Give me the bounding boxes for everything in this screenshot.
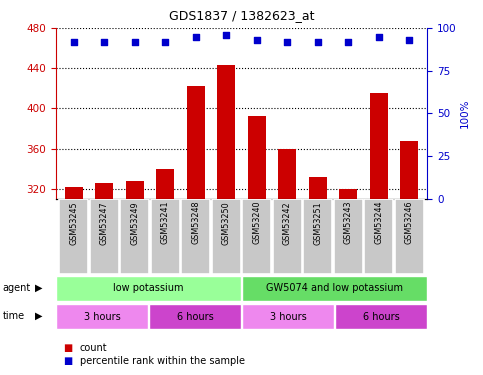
Text: ▶: ▶ — [35, 311, 43, 321]
Bar — [369, 93, 388, 199]
Bar — [95, 183, 114, 199]
Bar — [65, 187, 83, 199]
Text: 6 hours: 6 hours — [177, 312, 213, 321]
Text: low potassium: low potassium — [114, 284, 184, 293]
FancyBboxPatch shape — [149, 304, 241, 329]
Text: GSM53250: GSM53250 — [222, 201, 231, 244]
Bar — [309, 177, 327, 199]
Bar — [156, 169, 174, 199]
Point — [131, 39, 139, 45]
Point — [161, 39, 169, 45]
FancyBboxPatch shape — [335, 304, 427, 329]
Text: ■: ■ — [63, 356, 72, 366]
FancyBboxPatch shape — [56, 304, 148, 329]
Bar — [400, 141, 418, 199]
Bar — [278, 148, 297, 199]
Text: ▶: ▶ — [35, 283, 43, 292]
FancyBboxPatch shape — [151, 199, 180, 274]
FancyBboxPatch shape — [242, 304, 334, 329]
Text: GSM53246: GSM53246 — [405, 201, 413, 244]
FancyBboxPatch shape — [242, 199, 271, 274]
Point — [222, 32, 230, 38]
FancyBboxPatch shape — [364, 199, 393, 274]
Bar — [217, 65, 235, 199]
Text: GW5074 and low potassium: GW5074 and low potassium — [266, 284, 403, 293]
FancyBboxPatch shape — [59, 199, 88, 274]
Point — [192, 34, 199, 40]
Text: GSM53248: GSM53248 — [191, 201, 200, 244]
Point — [375, 34, 383, 40]
Text: GSM53241: GSM53241 — [161, 201, 170, 244]
FancyBboxPatch shape — [334, 199, 363, 274]
Text: GDS1837 / 1382623_at: GDS1837 / 1382623_at — [169, 9, 314, 22]
Point — [344, 39, 352, 45]
Point — [314, 39, 322, 45]
FancyBboxPatch shape — [212, 199, 241, 274]
FancyBboxPatch shape — [120, 199, 149, 274]
Bar — [248, 117, 266, 199]
FancyBboxPatch shape — [395, 199, 424, 274]
Text: GSM53240: GSM53240 — [252, 201, 261, 244]
FancyBboxPatch shape — [56, 276, 241, 301]
FancyBboxPatch shape — [90, 199, 119, 274]
Text: count: count — [80, 343, 107, 353]
Text: GSM53243: GSM53243 — [344, 201, 353, 244]
Y-axis label: 100%: 100% — [460, 99, 469, 128]
Text: 6 hours: 6 hours — [363, 312, 399, 321]
Point — [70, 39, 78, 45]
Bar — [186, 86, 205, 199]
Text: 3 hours: 3 hours — [84, 312, 120, 321]
Text: percentile rank within the sample: percentile rank within the sample — [80, 356, 245, 366]
Bar — [339, 189, 357, 199]
FancyBboxPatch shape — [242, 276, 427, 301]
Point — [405, 37, 413, 43]
Text: GSM53244: GSM53244 — [374, 201, 383, 244]
Text: GSM53242: GSM53242 — [283, 201, 292, 244]
Text: GSM53245: GSM53245 — [70, 201, 78, 244]
Text: 3 hours: 3 hours — [270, 312, 306, 321]
Text: time: time — [2, 311, 25, 321]
Point — [253, 37, 261, 43]
Text: GSM53249: GSM53249 — [130, 201, 139, 244]
Text: GSM53251: GSM53251 — [313, 201, 322, 244]
Text: agent: agent — [2, 283, 30, 292]
Bar — [126, 181, 144, 199]
Text: ■: ■ — [63, 343, 72, 353]
FancyBboxPatch shape — [181, 199, 211, 274]
Point — [284, 39, 291, 45]
FancyBboxPatch shape — [272, 199, 302, 274]
Text: GSM53247: GSM53247 — [100, 201, 109, 244]
Point — [100, 39, 108, 45]
FancyBboxPatch shape — [303, 199, 332, 274]
